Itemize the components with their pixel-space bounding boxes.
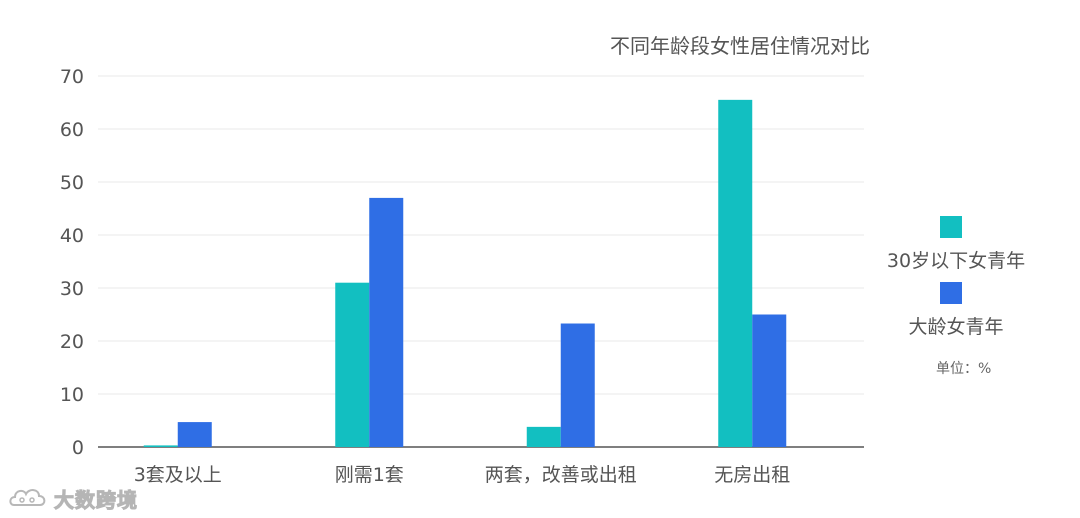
watermark: 大数跨境 xyxy=(8,483,138,513)
bar-older xyxy=(177,422,212,447)
unit-label: 单位：% xyxy=(936,361,992,377)
y-tick-label: 20 xyxy=(60,331,84,353)
chart-title: 不同年龄段女性居住情况对比 xyxy=(610,34,870,58)
legend-label-under-30: 30岁以下女青年 xyxy=(886,250,1026,272)
legend-swatch-older xyxy=(940,282,962,304)
bar-under-30 xyxy=(718,99,753,447)
y-tick-label: 30 xyxy=(60,278,84,300)
bar-older xyxy=(560,323,595,447)
x-tick-label: 刚需1套 xyxy=(335,464,404,486)
bar-older xyxy=(752,314,787,447)
y-tick-label: 10 xyxy=(60,384,84,406)
legend-swatch-under-30 xyxy=(940,216,962,238)
bar-under-30 xyxy=(335,282,370,447)
y-tick-label: 70 xyxy=(60,66,84,88)
y-tick-label: 50 xyxy=(60,172,84,194)
y-tick-label: 0 xyxy=(72,437,84,459)
x-tick-label: 3套及以上 xyxy=(134,464,222,486)
y-tick-label: 40 xyxy=(60,225,84,247)
bar-under-30 xyxy=(526,426,561,447)
bar-older xyxy=(369,197,404,447)
cloud-logo-icon xyxy=(9,489,46,506)
x-tick-label: 两套，改善或出租 xyxy=(485,464,637,486)
legend-label-older: 大龄女青年 xyxy=(908,316,1004,338)
x-tick-label: 无房出租 xyxy=(714,464,790,486)
bar-under-30 xyxy=(143,445,178,447)
watermark-text: 大数跨境 xyxy=(54,487,138,512)
y-tick-label: 60 xyxy=(60,119,84,141)
